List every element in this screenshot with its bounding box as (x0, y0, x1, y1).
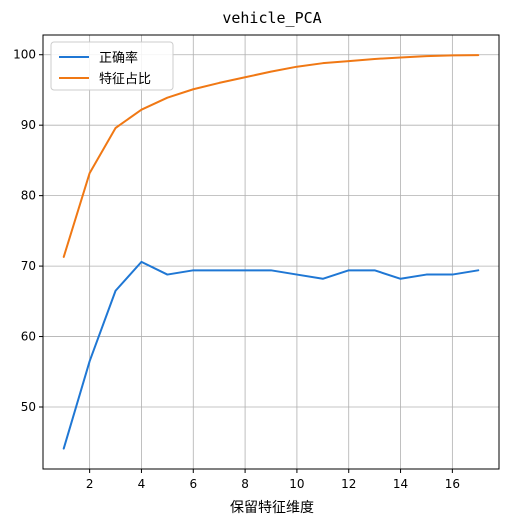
y-tick-label: 60 (21, 330, 36, 344)
x-tick-label: 2 (86, 477, 94, 491)
chart-title: vehicle_PCA (222, 9, 321, 27)
series-layer (62, 54, 480, 450)
series-line-0 (62, 260, 480, 450)
series-line-1 (62, 54, 480, 258)
x-tick-label: 4 (138, 477, 146, 491)
legend-label-0: 正确率 (99, 50, 138, 66)
x-tick-label: 14 (393, 477, 408, 491)
x-tick-label: 6 (189, 477, 197, 491)
x-tick-label: 8 (241, 477, 249, 491)
x-tick-label: 16 (445, 477, 460, 491)
y-tick-label: 100 (13, 48, 36, 62)
y-tick-label: 90 (21, 118, 36, 132)
x-tick-label: 12 (341, 477, 356, 491)
y-tick-label: 70 (21, 259, 36, 273)
x-axis-label: 保留特征维度 (230, 500, 314, 516)
y-tick-label: 80 (21, 189, 36, 203)
y-axis: 50 60 70 80 90 100 (13, 48, 43, 414)
x-tick-label: 10 (289, 477, 304, 491)
y-tick-label: 50 (21, 400, 36, 414)
x-axis: 2 4 6 8 10 12 14 16 (86, 469, 460, 491)
grid (43, 35, 499, 469)
legend-label-1: 特征占比 (99, 72, 151, 87)
plot-frame (42, 34, 500, 470)
